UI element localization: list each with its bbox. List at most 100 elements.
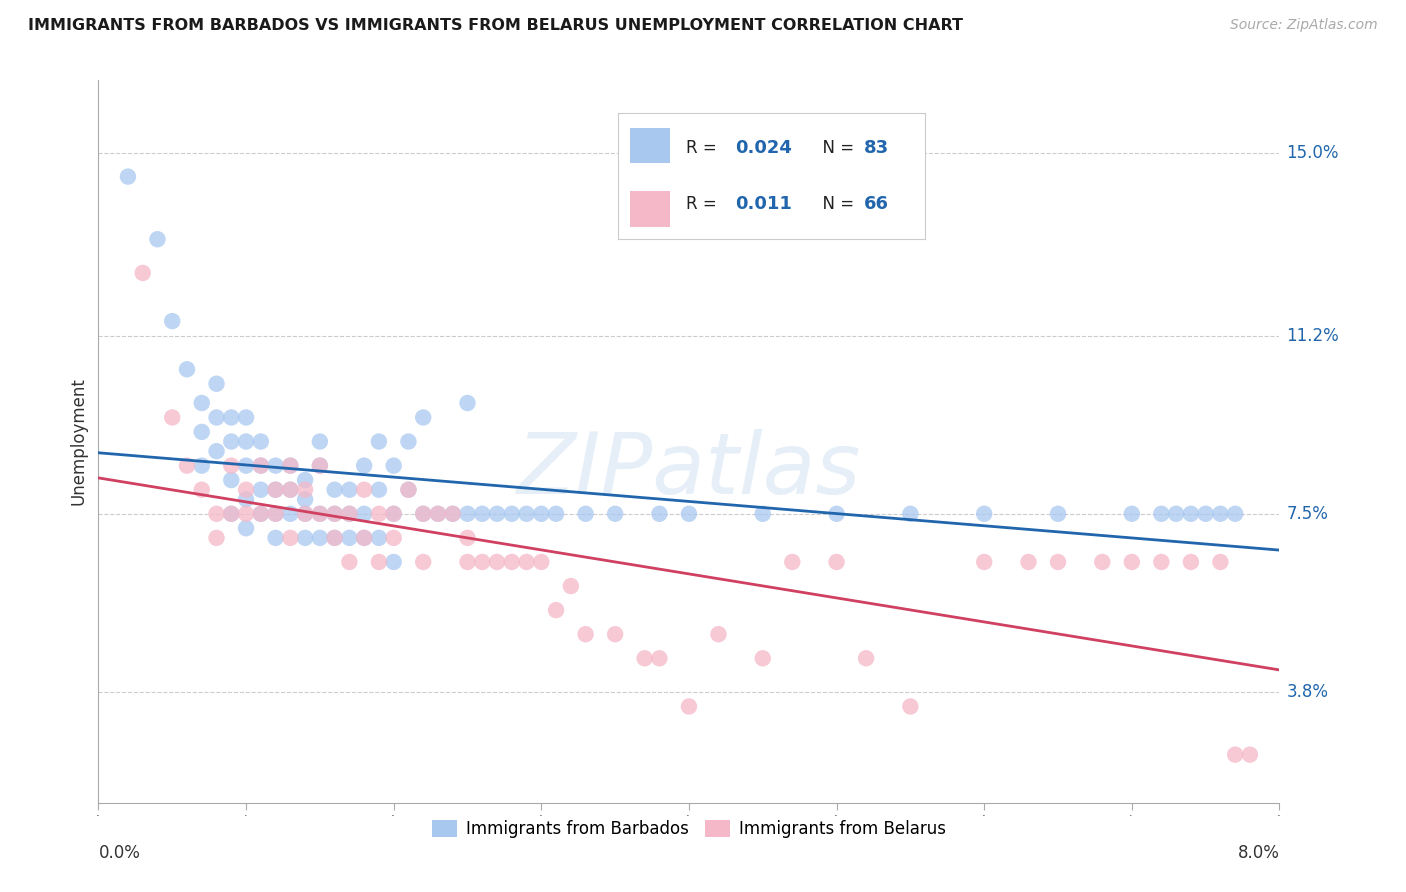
Point [339,507,361,521]
Point [264,483,287,497]
Point [235,521,257,535]
Point [471,555,494,569]
Point [221,458,243,473]
Point [368,555,391,569]
Point [486,555,509,569]
Point [323,507,346,521]
Point [752,651,775,665]
Point [1166,507,1188,521]
Point [678,507,700,521]
Point [382,458,405,473]
Point [398,434,420,449]
Point [516,555,538,569]
Point [900,699,922,714]
Text: 7.5%: 7.5% [1286,505,1329,523]
Point [1046,507,1070,521]
Point [250,458,273,473]
Point [575,507,598,521]
Point [353,458,375,473]
Point [221,473,243,487]
Point [309,507,332,521]
Point [280,483,302,497]
Point [146,232,169,246]
Point [280,458,302,473]
Point [427,507,450,521]
Point [427,507,450,521]
Point [309,458,332,473]
Point [1150,555,1173,569]
Point [1091,555,1114,569]
Point [1239,747,1261,762]
Text: 0.0%: 0.0% [98,845,141,863]
Point [264,483,287,497]
Point [457,396,479,410]
Point [323,483,346,497]
Text: 3.8%: 3.8% [1286,683,1329,701]
Point [221,434,243,449]
Point [634,651,657,665]
Point [191,483,214,497]
Point [309,531,332,545]
Point [900,507,922,521]
Point [205,410,228,425]
Y-axis label: Unemployment: Unemployment [69,377,87,506]
Point [1209,507,1232,521]
Point [205,507,228,521]
Point [1150,507,1173,521]
Point [412,410,434,425]
Point [648,651,671,665]
Point [264,507,287,521]
Point [1180,555,1202,569]
Point [973,507,995,521]
Point [294,492,316,507]
Point [855,651,877,665]
Point [250,483,273,497]
Point [353,507,375,521]
Point [412,507,434,521]
Point [235,434,257,449]
Point [516,507,538,521]
Point [368,434,391,449]
Point [575,627,598,641]
Point [323,507,346,521]
Point [264,531,287,545]
Point [205,376,228,391]
Point [368,483,391,497]
Point [382,531,405,545]
Point [339,555,361,569]
Point [353,531,375,545]
Point [546,507,568,521]
Point [250,458,273,473]
Point [309,434,332,449]
Point [221,410,243,425]
Point [825,507,848,521]
Point [309,507,332,521]
Point [530,507,553,521]
Point [530,555,553,569]
Point [339,531,361,545]
Point [412,555,434,569]
Point [398,483,420,497]
Text: ZIPatlas: ZIPatlas [517,429,860,512]
Point [457,531,479,545]
Point [309,458,332,473]
Point [501,555,523,569]
Point [412,507,434,521]
Point [382,507,405,521]
Point [235,492,257,507]
Point [353,531,375,545]
Point [250,507,273,521]
Point [235,507,257,521]
Point [221,507,243,521]
Point [280,531,302,545]
Point [264,458,287,473]
Point [382,507,405,521]
Point [1209,555,1232,569]
Point [221,507,243,521]
Point [353,483,375,497]
Point [648,507,671,521]
Point [280,507,302,521]
Point [191,458,214,473]
Point [1225,747,1247,762]
Text: 15.0%: 15.0% [1286,144,1339,161]
